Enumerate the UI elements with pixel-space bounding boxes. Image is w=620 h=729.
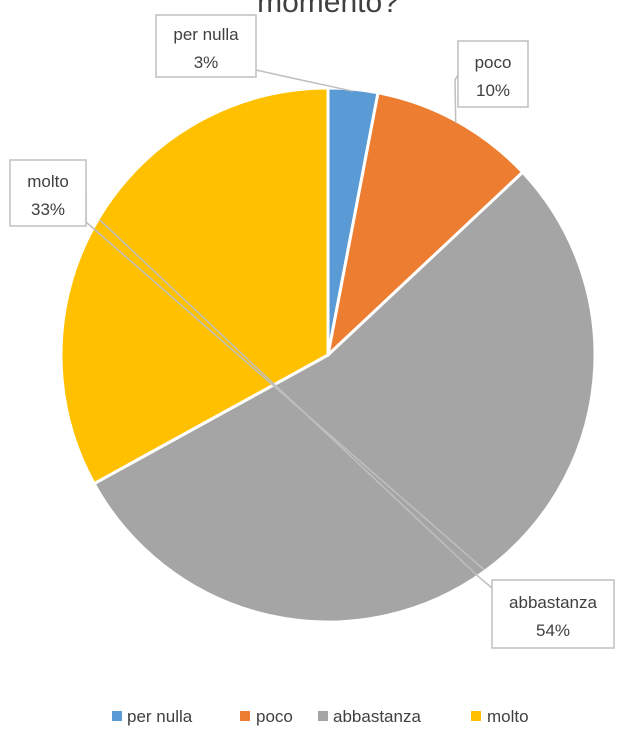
callout-molto-value: 33% <box>31 200 65 219</box>
chart-title: momento? <box>257 0 399 19</box>
leader-line-poco <box>454 74 459 123</box>
legend-label-abbastanza: abbastanza <box>333 707 421 726</box>
leader-line-molto <box>99 219 493 589</box>
callout-per-nulla: per nulla 3% <box>155 14 257 78</box>
pie-slices <box>59 86 597 624</box>
legend-swatch-abbastanza <box>318 711 328 721</box>
pie-slice-abbastanza <box>92 170 597 624</box>
callout-poco: poco 10% <box>457 40 529 108</box>
callout-per-nulla-value: 3% <box>194 53 219 72</box>
callout-molto: molto 33% <box>9 159 87 227</box>
callout-poco-value: 10% <box>476 81 510 100</box>
callout-molto-label: molto <box>27 172 69 191</box>
pie-slice-molto <box>59 86 330 486</box>
legend: per nulla poco abbastanza molto <box>112 707 529 726</box>
legend-swatch-per-nulla <box>112 711 122 721</box>
callout-per-nulla-label: per nulla <box>173 25 239 44</box>
legend-swatch-poco <box>240 711 250 721</box>
legend-label-molto: molto <box>487 707 529 726</box>
pie-slice-poco <box>326 91 525 357</box>
callout-poco-label: poco <box>475 53 512 72</box>
legend-label-poco: poco <box>256 707 293 726</box>
legend-swatch-molto <box>471 711 481 721</box>
callout-abbastanza: abbastanza 54% <box>491 579 615 649</box>
callout-abbastanza-label: abbastanza <box>509 593 597 612</box>
leader-line-per-nulla <box>255 69 354 92</box>
legend-label-per-nulla: per nulla <box>127 707 193 726</box>
callout-abbastanza-value: 54% <box>536 621 570 640</box>
